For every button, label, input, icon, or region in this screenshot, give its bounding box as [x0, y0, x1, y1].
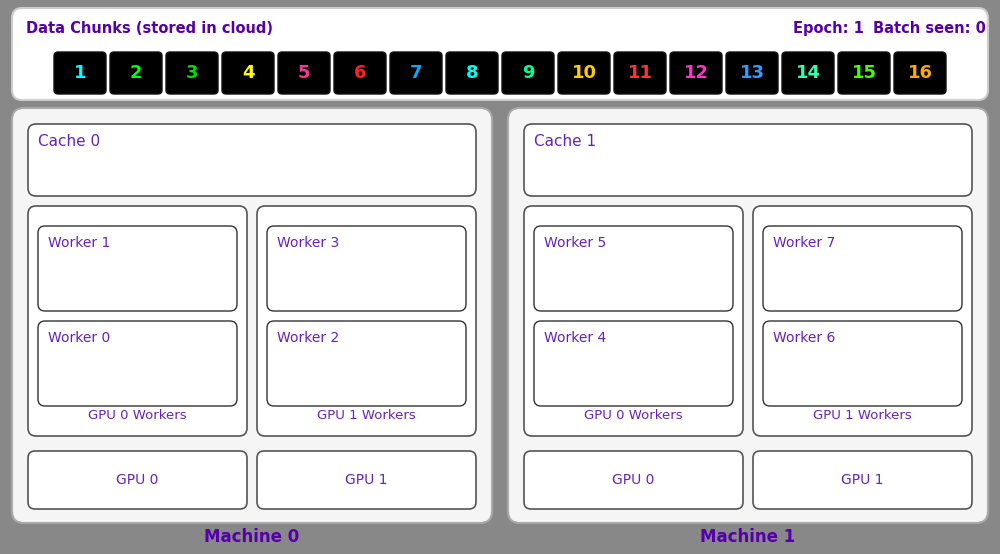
Text: Worker 6: Worker 6 [773, 331, 835, 345]
Text: 16: 16 [908, 64, 932, 82]
Text: 1: 1 [74, 64, 86, 82]
FancyBboxPatch shape [334, 52, 386, 94]
FancyBboxPatch shape [838, 52, 890, 94]
Text: 7: 7 [410, 64, 422, 82]
FancyBboxPatch shape [558, 52, 610, 94]
Text: 5: 5 [298, 64, 310, 82]
FancyBboxPatch shape [38, 226, 237, 311]
Text: 3: 3 [186, 64, 198, 82]
FancyBboxPatch shape [534, 321, 733, 406]
Text: 14: 14 [796, 64, 820, 82]
Text: GPU 1 Workers: GPU 1 Workers [317, 409, 416, 422]
Text: 2: 2 [130, 64, 142, 82]
Text: GPU 0: GPU 0 [612, 473, 655, 487]
FancyBboxPatch shape [222, 52, 274, 94]
Text: Worker 0: Worker 0 [48, 331, 110, 345]
Text: 6: 6 [354, 64, 366, 82]
FancyBboxPatch shape [54, 52, 106, 94]
Text: 15: 15 [852, 64, 876, 82]
Text: 8: 8 [466, 64, 478, 82]
Text: GPU 1: GPU 1 [841, 473, 884, 487]
Text: Worker 2: Worker 2 [277, 331, 339, 345]
FancyBboxPatch shape [524, 124, 972, 196]
FancyBboxPatch shape [670, 52, 722, 94]
FancyBboxPatch shape [267, 226, 466, 311]
Text: Machine 1: Machine 1 [700, 528, 796, 546]
FancyBboxPatch shape [753, 206, 972, 436]
FancyBboxPatch shape [278, 52, 330, 94]
Text: Worker 1: Worker 1 [48, 236, 110, 250]
Text: 11: 11 [628, 64, 652, 82]
Text: GPU 1: GPU 1 [345, 473, 388, 487]
Text: Data Chunks (stored in cloud): Data Chunks (stored in cloud) [26, 21, 273, 36]
FancyBboxPatch shape [110, 52, 162, 94]
FancyBboxPatch shape [390, 52, 442, 94]
FancyBboxPatch shape [726, 52, 778, 94]
FancyBboxPatch shape [38, 321, 237, 406]
Text: GPU 0: GPU 0 [116, 473, 159, 487]
Text: Worker 4: Worker 4 [544, 331, 606, 345]
FancyBboxPatch shape [524, 206, 743, 436]
Text: 10: 10 [572, 64, 596, 82]
Text: 12: 12 [684, 64, 708, 82]
FancyBboxPatch shape [166, 52, 218, 94]
FancyBboxPatch shape [12, 108, 492, 523]
FancyBboxPatch shape [782, 52, 834, 94]
Text: Cache 1: Cache 1 [534, 134, 596, 149]
FancyBboxPatch shape [28, 124, 476, 196]
FancyBboxPatch shape [502, 52, 554, 94]
Text: Cache 0: Cache 0 [38, 134, 100, 149]
Text: Worker 7: Worker 7 [773, 236, 835, 250]
FancyBboxPatch shape [763, 321, 962, 406]
FancyBboxPatch shape [534, 226, 733, 311]
Text: Batch seen: 0: Batch seen: 0 [873, 21, 986, 36]
FancyBboxPatch shape [12, 8, 988, 100]
FancyBboxPatch shape [28, 451, 247, 509]
FancyBboxPatch shape [894, 52, 946, 94]
Text: GPU 0 Workers: GPU 0 Workers [584, 409, 683, 422]
FancyBboxPatch shape [508, 108, 988, 523]
Text: 4: 4 [242, 64, 254, 82]
Text: GPU 0 Workers: GPU 0 Workers [88, 409, 187, 422]
FancyBboxPatch shape [257, 451, 476, 509]
Text: Epoch: 1: Epoch: 1 [793, 21, 864, 36]
Text: GPU 1 Workers: GPU 1 Workers [813, 409, 912, 422]
FancyBboxPatch shape [267, 321, 466, 406]
Text: Worker 3: Worker 3 [277, 236, 339, 250]
FancyBboxPatch shape [763, 226, 962, 311]
FancyBboxPatch shape [257, 206, 476, 436]
FancyBboxPatch shape [614, 52, 666, 94]
Text: Worker 5: Worker 5 [544, 236, 606, 250]
FancyBboxPatch shape [446, 52, 498, 94]
FancyBboxPatch shape [28, 206, 247, 436]
FancyBboxPatch shape [524, 451, 743, 509]
Text: Machine 0: Machine 0 [204, 528, 300, 546]
Text: 9: 9 [522, 64, 534, 82]
FancyBboxPatch shape [753, 451, 972, 509]
Text: 13: 13 [740, 64, 765, 82]
